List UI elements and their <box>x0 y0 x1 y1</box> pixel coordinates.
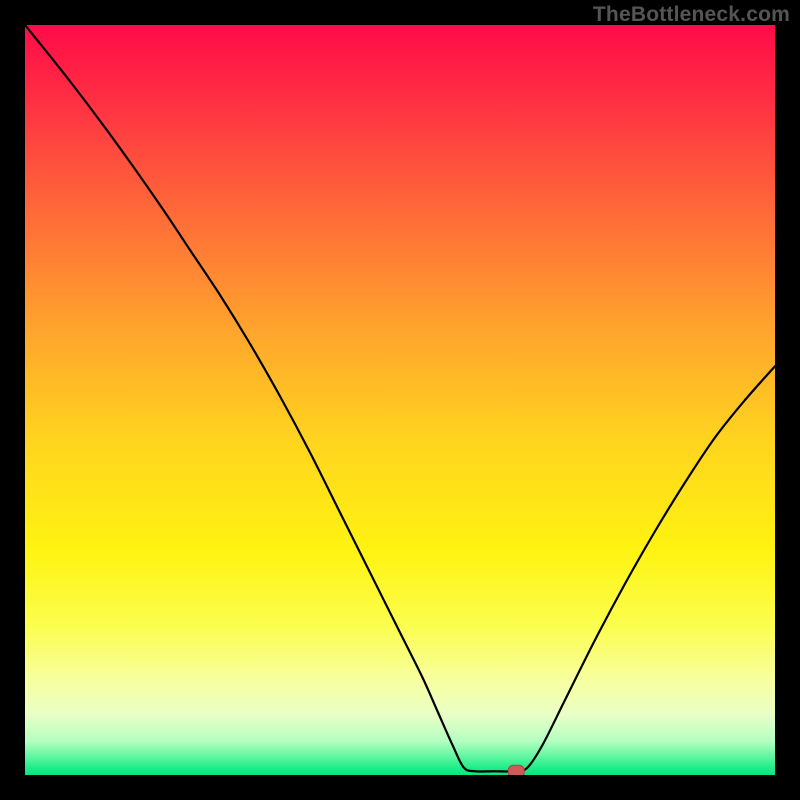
plot-area <box>25 25 775 775</box>
watermark-text: TheBottleneck.com <box>593 3 790 27</box>
chart-frame: TheBottleneck.com <box>0 0 800 800</box>
gradient-background <box>25 25 775 775</box>
optimal-point-marker <box>508 765 524 775</box>
gradient-chart-svg <box>25 25 775 775</box>
